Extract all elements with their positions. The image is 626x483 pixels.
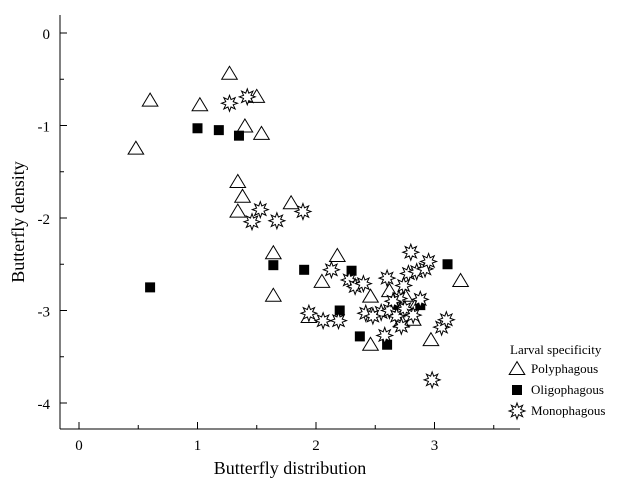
x-tick-label: 2 [312, 438, 320, 454]
point-oligophagous [299, 264, 310, 275]
legend-label: Monophagous [531, 403, 605, 418]
point-polyphagous [233, 188, 252, 203]
point-polyphagous [508, 360, 526, 376]
x-tick-label: 3 [431, 438, 439, 454]
point-monophagous [267, 211, 287, 231]
point-monophagous [403, 305, 423, 325]
point-monophagous [394, 276, 414, 296]
point-monophagous [237, 87, 257, 107]
point-oligophagous [145, 282, 156, 293]
point-oligophagous [382, 339, 393, 350]
point-oligophagous [346, 265, 357, 276]
point-oligophagous [442, 259, 453, 270]
point-polyphagous [451, 272, 470, 287]
legend: Larval specificity Polyphagous Oligophago… [507, 342, 605, 421]
point-monophagous [375, 325, 395, 345]
point-polyphagous [422, 331, 440, 347]
point-monophagous [401, 242, 421, 262]
legend-item-polyphagous: Polyphagous [508, 360, 598, 376]
point-polyphagous [361, 288, 380, 303]
point-oligophagous [354, 331, 365, 342]
point-polyphagous [191, 96, 209, 112]
legend-label: Polyphagous [531, 361, 598, 376]
point-oligophagous [512, 385, 522, 395]
legend-item-oligophagous: Oligophagous [512, 382, 604, 397]
legend-item-monophagous: Monophagous [507, 401, 605, 421]
point-monophagous [436, 310, 456, 330]
point-monophagous [419, 251, 439, 271]
y-ticks: 0 -1 -2 -3 -4 [38, 27, 67, 413]
point-polyphagous [361, 336, 380, 351]
point-monophagous [353, 274, 373, 294]
point-monophagous [377, 268, 397, 288]
point-oligophagous [213, 125, 224, 136]
point-monophagous [220, 93, 239, 113]
x-axis-title: Butterfly distribution [214, 458, 367, 478]
point-polyphagous [264, 244, 283, 260]
point-oligophagous [268, 260, 279, 271]
point-polyphagous [252, 125, 271, 140]
point-oligophagous [334, 305, 345, 316]
x-tick-label: 1 [194, 438, 202, 454]
legend-label: Oligophagous [531, 382, 604, 397]
series-polyphagous [127, 65, 470, 351]
point-monophagous [299, 303, 319, 323]
point-polyphagous [282, 194, 300, 210]
point-monophagous [391, 316, 411, 336]
y-tick-label: -3 [38, 305, 51, 321]
point-oligophagous [233, 130, 244, 141]
legend-items: Polyphagous Oligophagous Monophagous [507, 360, 605, 421]
point-polyphagous [328, 247, 347, 262]
point-polyphagous [264, 287, 283, 302]
y-tick-label: -2 [38, 212, 51, 228]
x-tick-label: 0 [75, 438, 83, 454]
point-monophagous [321, 260, 341, 280]
point-monophagous [507, 401, 527, 421]
y-tick-label: -1 [38, 120, 51, 136]
point-monophagous [293, 202, 313, 222]
y-tick-label: -4 [38, 397, 51, 413]
point-polyphagous [141, 92, 159, 107]
y-tick-label: 0 [43, 27, 51, 43]
legend-title: Larval specificity [510, 342, 602, 357]
point-polyphagous [127, 140, 145, 155]
data-points [127, 65, 470, 390]
y-axis-title: Butterfly density [8, 161, 28, 282]
point-monophagous [250, 200, 270, 220]
axes [59, 15, 520, 430]
point-polyphagous [313, 273, 331, 288]
point-monophagous [329, 311, 348, 331]
point-monophagous [242, 212, 262, 232]
point-monophagous [422, 370, 442, 390]
point-polyphagous [229, 173, 247, 188]
point-monophagous [410, 289, 430, 309]
series-monophagous [220, 87, 456, 390]
point-polyphagous [229, 203, 247, 218]
point-monophagous [313, 311, 333, 331]
point-monophagous [363, 306, 383, 326]
point-polyphagous [236, 118, 254, 133]
point-polyphagous [220, 65, 239, 80]
point-oligophagous [192, 123, 203, 134]
x-ticks: 0 1 2 3 [75, 422, 495, 454]
point-monophagous [383, 291, 403, 311]
